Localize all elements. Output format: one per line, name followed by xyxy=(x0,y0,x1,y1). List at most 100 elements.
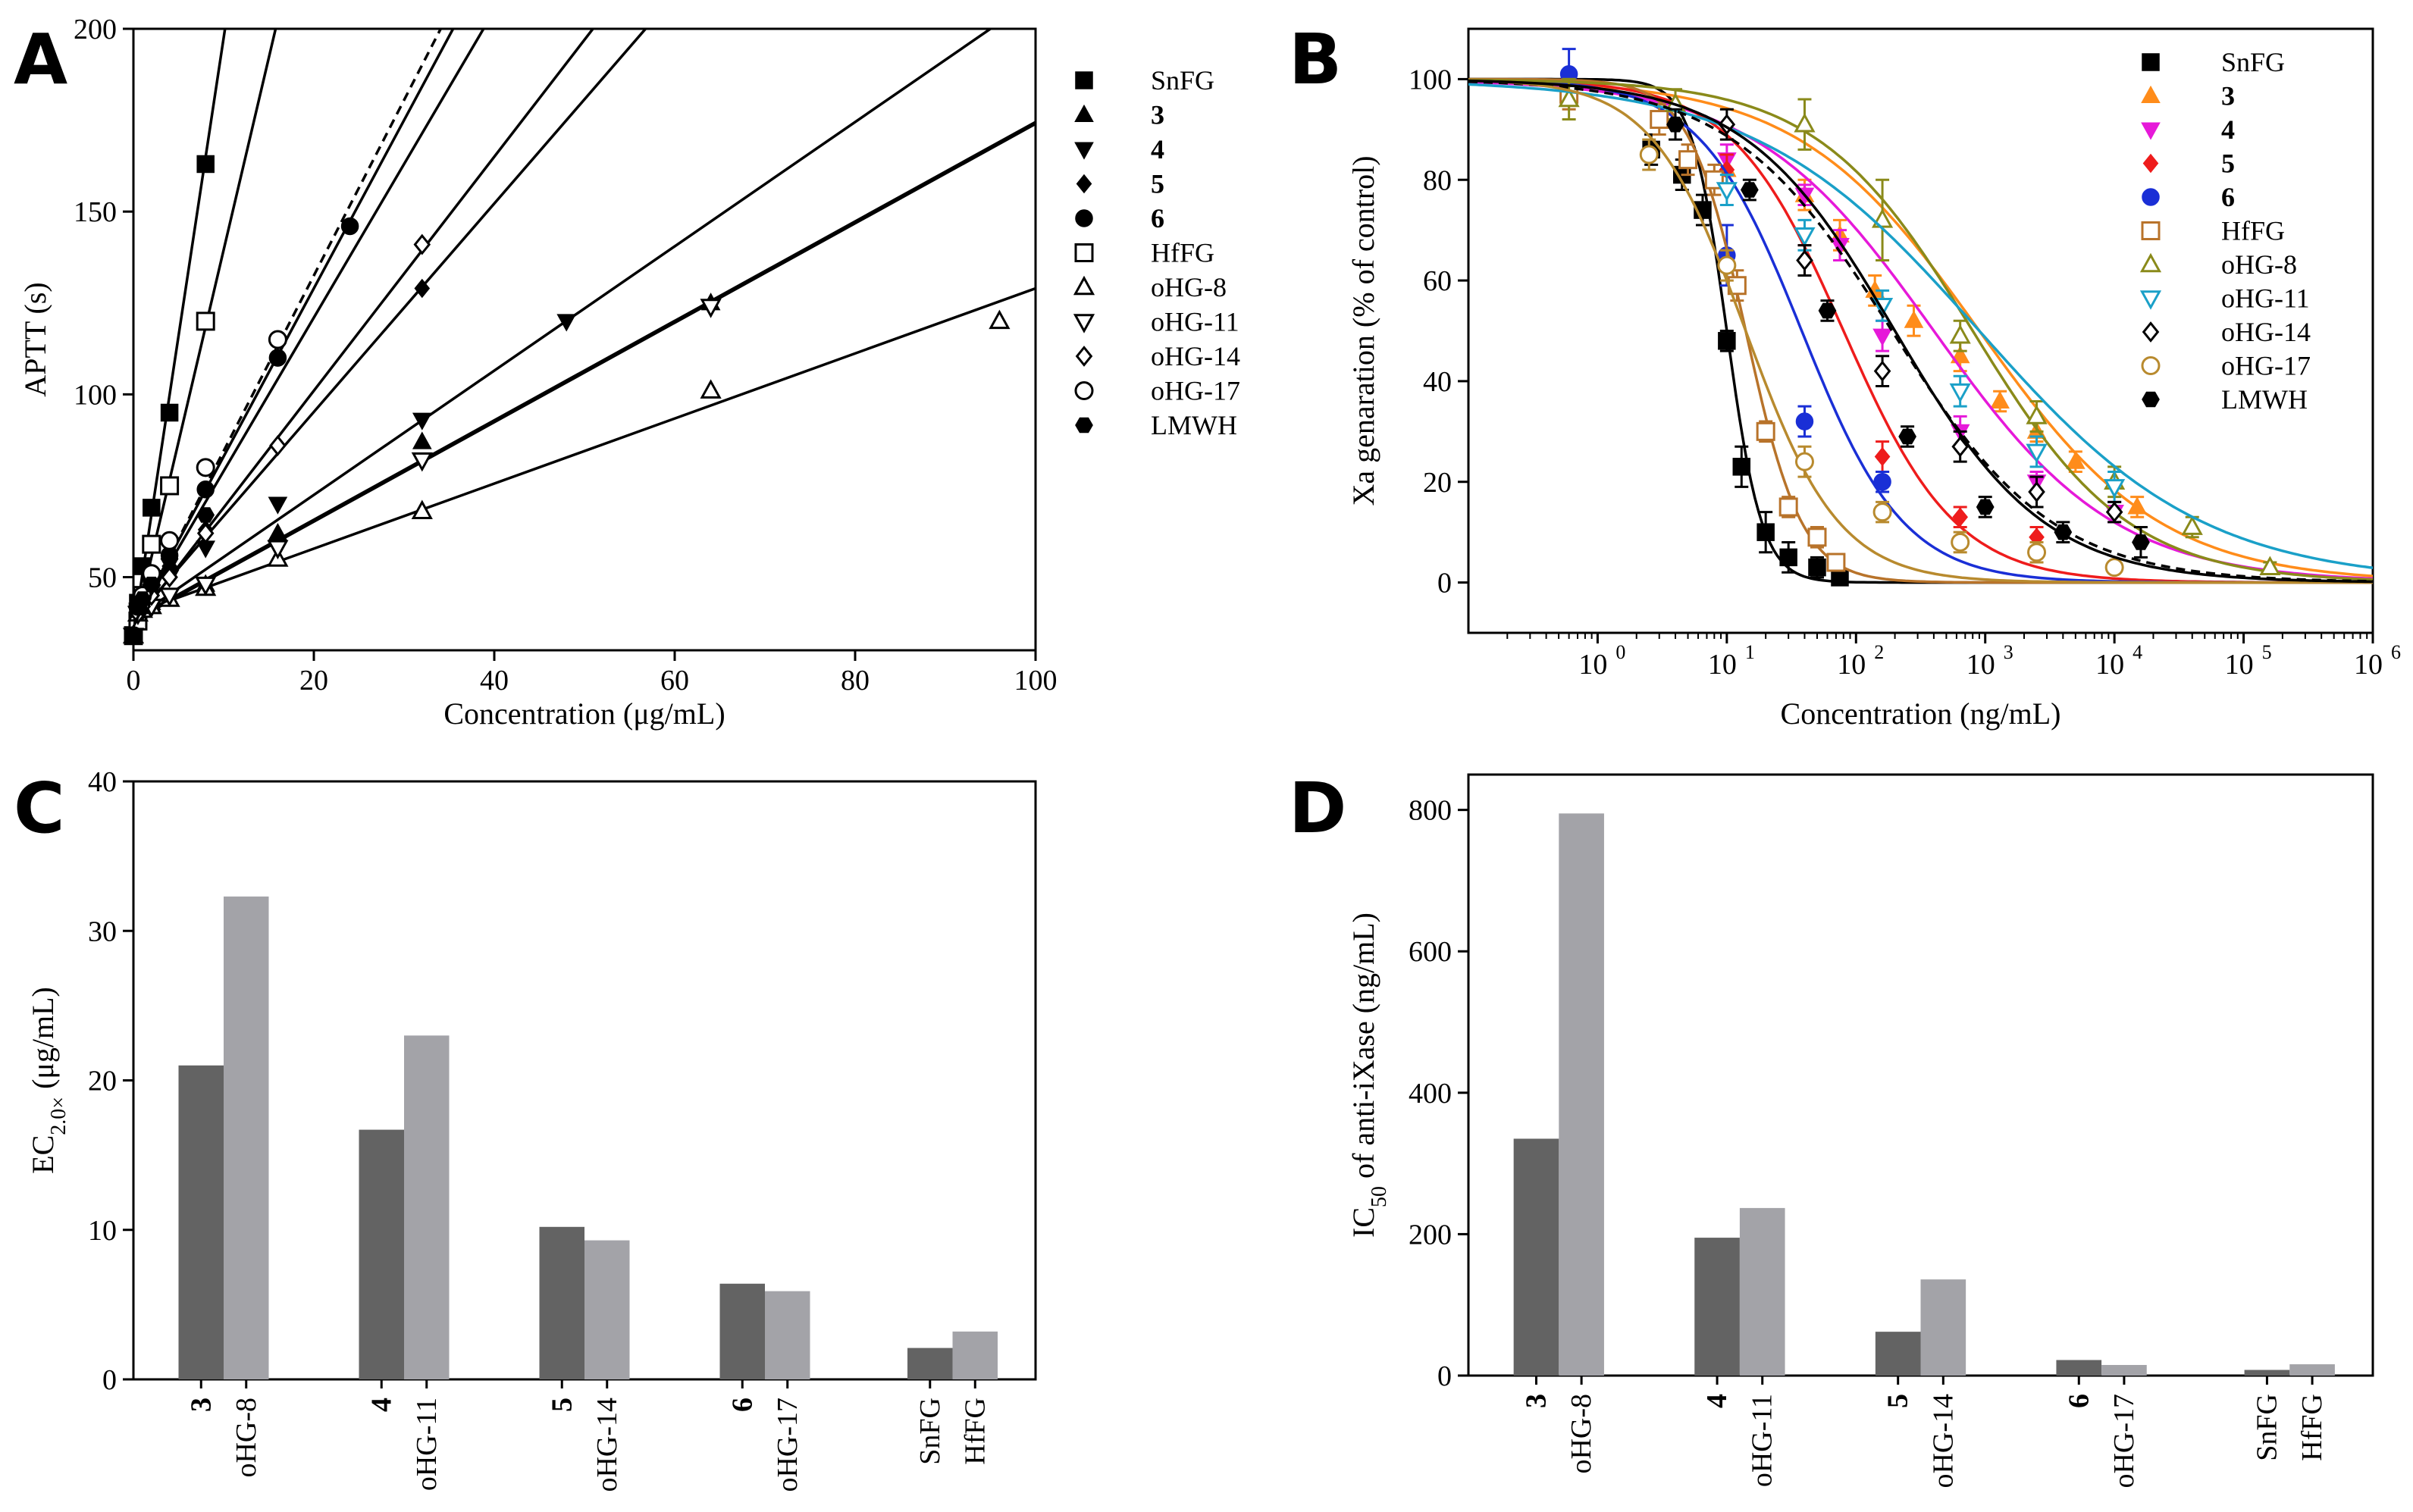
legend-label-ohg-8: oHG-8 xyxy=(2221,249,2297,280)
y-axis-title-subscript: 50 xyxy=(1368,1186,1391,1207)
data-point xyxy=(2054,524,2073,540)
data-point xyxy=(196,311,215,331)
legend-label-ohg-14: oHG-14 xyxy=(2221,317,2311,347)
x-tick-label: 10 xyxy=(2354,649,2383,681)
data-point xyxy=(1952,507,1968,527)
data-point xyxy=(1756,421,1775,441)
series-ohg-11 xyxy=(1468,83,2373,569)
y-tick-label: 0 xyxy=(1437,1360,1452,1392)
data-point xyxy=(1904,310,1924,328)
x-label-bottom: oHG-8 xyxy=(230,1398,262,1478)
legend-marker-6 xyxy=(2142,188,2160,206)
legend-marker-5 xyxy=(2142,153,2159,174)
data-point xyxy=(1898,428,1916,445)
data-point xyxy=(143,499,161,517)
panel-letter-a: A xyxy=(14,19,67,100)
data-point xyxy=(267,540,289,560)
legend-marker-6 xyxy=(1075,209,1093,227)
data-point xyxy=(1794,452,1814,471)
legend-marker-hffg xyxy=(1074,243,1094,262)
panel-letter-c: C xyxy=(14,768,65,849)
data-point xyxy=(411,452,433,472)
x-tick-exponent: 1 xyxy=(1745,641,1755,663)
x-tick-exponent: 2 xyxy=(1874,641,1884,663)
fit-line xyxy=(133,29,485,626)
legend-label-6: 6 xyxy=(2221,182,2235,212)
bar xyxy=(2244,1370,2290,1376)
bar xyxy=(1739,1207,1785,1376)
data-point xyxy=(1639,145,1659,164)
x-label-top: 3 xyxy=(185,1398,217,1412)
data-point xyxy=(133,591,152,607)
data-point xyxy=(196,522,215,544)
data-point xyxy=(1990,390,2010,409)
data-point xyxy=(160,551,179,567)
legend-label-ohg-11: oHG-11 xyxy=(2221,283,2310,314)
data-point xyxy=(2026,405,2048,424)
legend-marker-ohg-8 xyxy=(1073,275,1095,296)
data-point xyxy=(1872,328,1892,346)
data-point xyxy=(1951,532,1970,552)
x-label-top: SnFG xyxy=(914,1398,946,1465)
y-tick-label: 50 xyxy=(88,562,117,594)
x-label-bottom: HfFG xyxy=(2296,1394,2328,1461)
data-point xyxy=(1808,558,1826,577)
data-point xyxy=(161,566,178,588)
legend-marker-lmwh xyxy=(1075,417,1093,434)
data-point xyxy=(1874,446,1891,467)
data-point xyxy=(2104,479,2126,499)
fit-line xyxy=(133,29,595,626)
x-label-bottom: oHG-11 xyxy=(1747,1394,1778,1487)
legend-label-ohg-14: oHG-14 xyxy=(1151,341,1240,371)
data-point xyxy=(1795,412,1814,430)
y-tick-label: 80 xyxy=(1423,164,1452,196)
series-ohg-17 xyxy=(124,29,443,646)
fit-line xyxy=(133,29,455,626)
y-tick-label: 20 xyxy=(88,1066,117,1097)
data-point xyxy=(700,299,722,318)
legend-label-3: 3 xyxy=(2221,81,2235,111)
panel-c: C 0 10 20 30 40 EC2.0× (μg/mL) 3 oHG-8 4 oHG-11 5 oH… xyxy=(14,766,1037,1492)
data-point xyxy=(196,458,215,477)
y-axis-title: Xa genaration (% of control) xyxy=(1346,155,1380,506)
data-point xyxy=(1794,112,1816,133)
bar-group-ohg-8: 3 oHG-8 xyxy=(1513,813,1604,1474)
fit-curve xyxy=(1468,79,2373,584)
y-tick-label: 200 xyxy=(74,14,117,45)
bar xyxy=(224,896,269,1379)
y-tick-label: 0 xyxy=(102,1364,117,1396)
legend-label-hffg: HfFG xyxy=(1151,238,1214,268)
data-point xyxy=(2127,496,2147,515)
legend-marker-3 xyxy=(2141,85,2161,104)
y-tick-label: 100 xyxy=(1409,64,1452,95)
y-tick-label: 0 xyxy=(1437,568,1452,599)
legend-label-5: 5 xyxy=(1151,169,1164,199)
y-axis-title: APTT (s) xyxy=(18,282,52,396)
legend-label-ohg-11: oHG-11 xyxy=(1151,307,1239,337)
series-6 xyxy=(1468,48,2373,584)
legend-marker-5 xyxy=(1076,174,1092,194)
data-point xyxy=(160,531,180,550)
x-label-top: 4 xyxy=(1701,1394,1733,1408)
data-point xyxy=(1826,553,1846,572)
x-tick-label: 20 xyxy=(299,665,328,697)
data-point xyxy=(2105,501,2123,523)
data-point xyxy=(2027,543,2047,562)
data-point xyxy=(1756,523,1775,541)
x-label-bottom: HfFG xyxy=(959,1398,991,1465)
series-ohg-17 xyxy=(1468,79,2373,584)
y-axis-title: IC50 of anti-iXase (ng/mL) xyxy=(1346,913,1391,1238)
series-lmwh xyxy=(124,29,485,643)
series-ohg-8 xyxy=(122,286,1036,644)
data-point xyxy=(160,476,180,496)
data-point xyxy=(124,628,143,643)
bar xyxy=(765,1291,810,1379)
y-axis-title-unit: of anti-iXase (ng/mL) xyxy=(1346,913,1380,1186)
legend-label-hffg: HfFG xyxy=(2221,216,2285,246)
y-tick-label: 100 xyxy=(74,379,117,411)
x-axis-title: Concentration (μg/mL) xyxy=(443,697,725,731)
series-3 xyxy=(124,122,1036,643)
data-point xyxy=(340,217,359,236)
bar-group-ohg-8: 3 oHG-8 xyxy=(178,896,269,1478)
bar xyxy=(952,1331,998,1379)
